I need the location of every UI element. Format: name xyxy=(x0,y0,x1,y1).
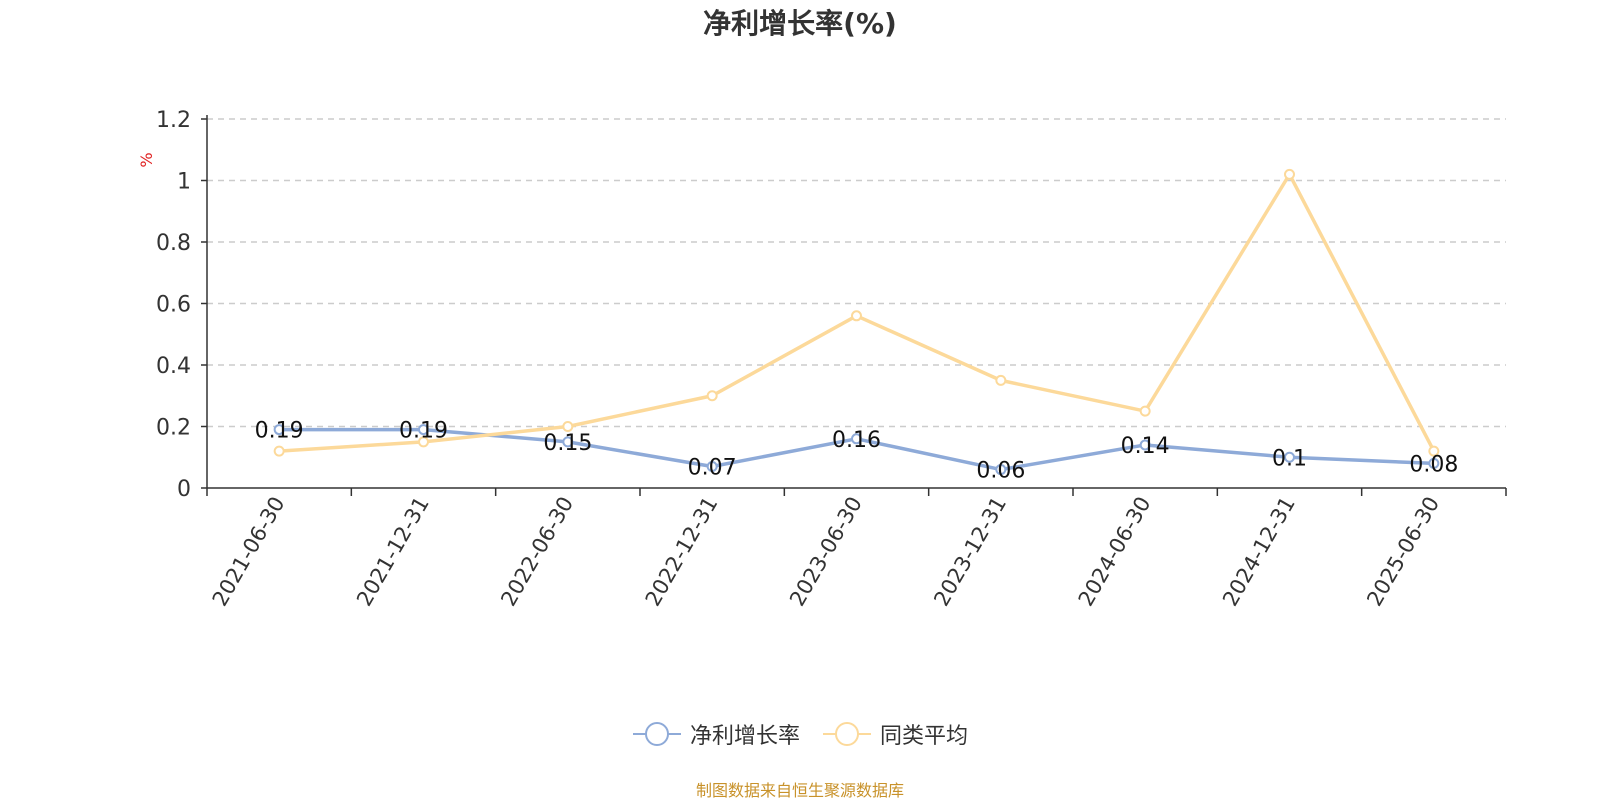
data-label: 0.06 xyxy=(976,459,1025,484)
data-label: 0.16 xyxy=(832,428,881,453)
data-point xyxy=(851,310,862,322)
y-tick-label: 0.4 xyxy=(156,354,191,379)
data-point xyxy=(995,464,1007,476)
data-point xyxy=(418,436,429,448)
legend-item[interactable]: 同类平均 xyxy=(822,718,968,750)
data-point xyxy=(706,390,718,402)
data-point xyxy=(1139,405,1151,417)
y-tick-label: 0.2 xyxy=(156,416,191,441)
data-point xyxy=(273,445,285,457)
legend: 净利增长率 同类平均 xyxy=(0,718,1600,750)
data-label: 0.08 xyxy=(1409,452,1458,477)
data-point xyxy=(273,424,285,436)
legend-item[interactable]: 净利增长率 xyxy=(632,718,800,750)
data-point xyxy=(418,424,429,436)
legend-marker-icon xyxy=(632,722,681,746)
x-tick-label: 2021-06-30 xyxy=(208,493,290,611)
data-point xyxy=(1428,457,1440,469)
data-point xyxy=(562,421,574,432)
x-tick-label: 2025-06-30 xyxy=(1362,493,1444,611)
data-point xyxy=(562,436,574,448)
data-point xyxy=(851,433,862,445)
data-labels: 0.19 0.19 0.15 0.07 0.16 0.06 0.14 0.1 0.08 xyxy=(255,419,1459,484)
chart-title: 净利增长率(%) xyxy=(703,7,897,40)
x-tick-label: 2024-12-31 xyxy=(1218,493,1300,611)
x-tick-label: 2024-06-30 xyxy=(1074,493,1156,611)
data-point xyxy=(1139,439,1151,451)
legend-label: 净利增长率 xyxy=(689,724,800,749)
x-tick-label: 2023-06-30 xyxy=(785,493,867,611)
legend-marker-icon xyxy=(823,722,871,746)
data-point xyxy=(1284,451,1295,463)
y-tick-label: 1 xyxy=(177,170,191,195)
y-tick-label: 0.8 xyxy=(156,231,191,256)
data-point xyxy=(706,460,718,472)
y-tick-label: 0.6 xyxy=(156,293,191,318)
legend-label: 同类平均 xyxy=(880,724,969,749)
data-point xyxy=(1428,445,1440,457)
data-label: 0.14 xyxy=(1121,434,1170,459)
data-label: 0.19 xyxy=(399,419,448,444)
x-tick-label: 2023-12-31 xyxy=(929,493,1011,611)
x-tick-label: 2022-06-30 xyxy=(496,493,578,611)
x-tick-label: 2021-12-31 xyxy=(352,493,434,611)
y-tick-label: 0 xyxy=(177,477,191,502)
data-label: 0.07 xyxy=(688,455,737,480)
x-tick-label: 2022-12-31 xyxy=(641,493,723,611)
data-label: 0.19 xyxy=(255,419,304,444)
series-lines xyxy=(273,168,1440,476)
data-point xyxy=(1284,168,1295,180)
axes: 0 0.2 0.4 0.6 0.8 1 1.2% 2021-06-30 2021-12-31 20… xyxy=(137,108,1507,611)
data-label: 0.15 xyxy=(543,431,592,456)
data-label: 0.1 xyxy=(1272,446,1307,471)
source-note: 制图数据来自恒生聚源数据库 xyxy=(695,781,904,800)
y-axis-unit-label: % xyxy=(137,152,156,167)
grid-lines xyxy=(207,118,1506,428)
y-tick-label: 1.2 xyxy=(156,108,191,133)
data-point xyxy=(995,374,1007,386)
